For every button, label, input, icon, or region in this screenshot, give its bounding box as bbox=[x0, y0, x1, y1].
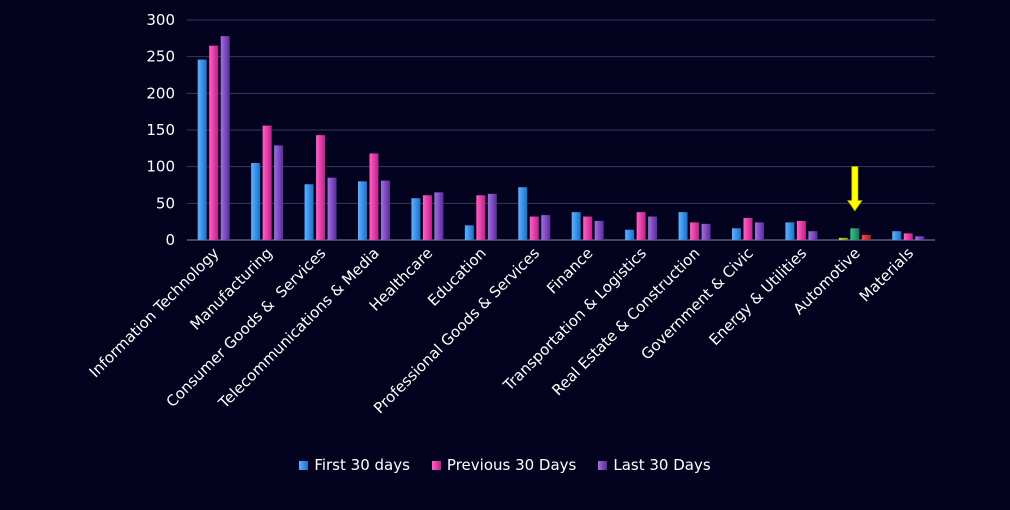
x-tick-label: Materials bbox=[856, 244, 917, 305]
y-tick-label: 300 bbox=[146, 11, 175, 29]
bar bbox=[518, 187, 528, 240]
legend-item-last-30-days: Last 30 Days bbox=[598, 456, 711, 474]
bar bbox=[197, 59, 207, 240]
y-tick-label: 50 bbox=[156, 194, 175, 212]
bar bbox=[274, 145, 284, 240]
bar bbox=[262, 125, 272, 240]
y-tick-label: 150 bbox=[146, 121, 175, 139]
y-tick-label: 100 bbox=[146, 158, 175, 176]
bar bbox=[304, 184, 314, 240]
legend-label: First 30 days bbox=[314, 456, 410, 474]
bar bbox=[327, 177, 337, 240]
bar bbox=[785, 222, 795, 240]
bar bbox=[541, 215, 551, 240]
bar bbox=[529, 216, 539, 240]
bar bbox=[476, 195, 486, 240]
y-tick-label: 200 bbox=[146, 84, 175, 102]
bar bbox=[743, 218, 753, 240]
bar-chart: 0 50 100 150 200 250 300 Information Technolog… bbox=[86, 11, 935, 417]
bar bbox=[358, 181, 367, 240]
bar bbox=[434, 192, 444, 240]
bars bbox=[197, 36, 925, 241]
annotations bbox=[847, 166, 863, 212]
y-tick-label: 0 bbox=[165, 231, 175, 249]
bar bbox=[411, 198, 421, 240]
bar bbox=[369, 153, 379, 240]
legend-label: Last 30 Days bbox=[613, 456, 711, 474]
bar bbox=[625, 229, 635, 240]
bar bbox=[422, 195, 432, 240]
x-tick-label: Finance bbox=[543, 244, 596, 297]
legend-swatch bbox=[598, 460, 608, 470]
gridlines bbox=[187, 19, 935, 241]
bar bbox=[732, 228, 741, 240]
bar bbox=[381, 180, 390, 240]
bar bbox=[915, 236, 925, 240]
bar bbox=[487, 193, 497, 240]
bar bbox=[861, 234, 871, 240]
y-tick-label: 250 bbox=[146, 48, 175, 66]
x-axis-labels: Information TechnologyManufacturingConsu… bbox=[86, 244, 918, 417]
bar bbox=[808, 231, 818, 240]
bar bbox=[796, 220, 806, 240]
legend-item-first-30-days: First 30 days bbox=[299, 456, 410, 474]
bar bbox=[571, 212, 581, 240]
legend-swatch bbox=[299, 460, 309, 470]
bar bbox=[464, 225, 474, 240]
bar bbox=[903, 233, 913, 240]
legend: First 30 days Previous 30 Days Last 30 D… bbox=[0, 456, 1010, 474]
legend-swatch bbox=[431, 460, 441, 470]
y-axis-ticks: 0 50 100 150 200 250 300 bbox=[146, 11, 175, 249]
bar bbox=[316, 135, 326, 240]
bar bbox=[678, 212, 688, 240]
x-tick-label: Energy & Utilities bbox=[705, 244, 810, 349]
bar bbox=[701, 223, 711, 240]
legend-label: Previous 30 Days bbox=[446, 456, 577, 474]
bar bbox=[850, 228, 860, 240]
bar bbox=[690, 222, 700, 240]
bar bbox=[838, 237, 848, 240]
bar bbox=[594, 220, 604, 240]
legend-item-previous-30-days: Previous 30 Days bbox=[431, 456, 577, 474]
bar bbox=[648, 216, 658, 240]
highlight-arrow-icon bbox=[847, 166, 863, 212]
bar bbox=[209, 45, 219, 240]
bar bbox=[892, 231, 902, 240]
bar bbox=[251, 163, 261, 240]
bar bbox=[755, 222, 764, 240]
bar bbox=[220, 36, 230, 241]
bar bbox=[583, 216, 593, 240]
bar bbox=[636, 212, 646, 240]
